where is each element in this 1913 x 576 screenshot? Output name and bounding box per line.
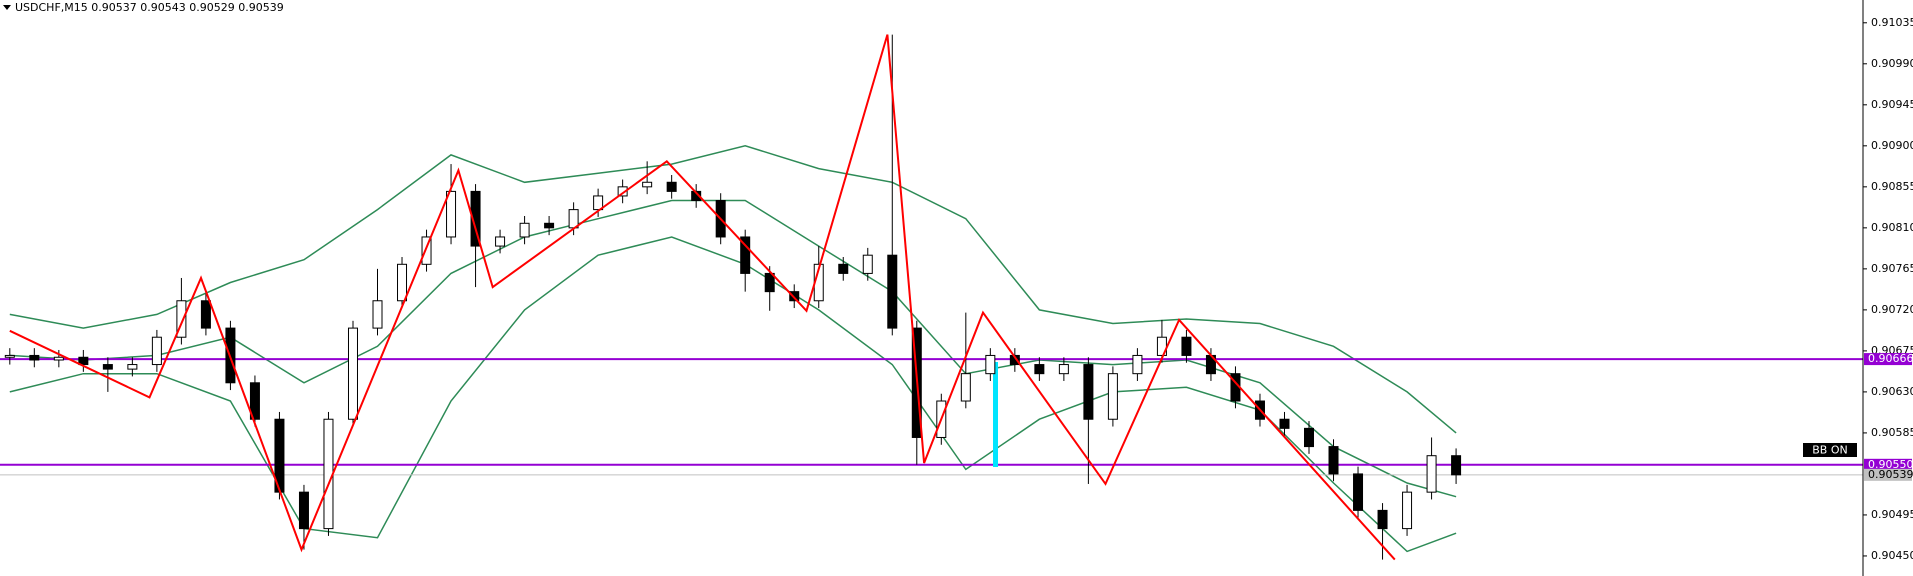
candle-body [323, 418, 334, 530]
annotation: BB ON [1812, 444, 1847, 457]
price-label: 0.90666 [1868, 352, 1913, 365]
candle-body [53, 356, 64, 361]
y-tick-label: 0.90630 [1871, 385, 1913, 398]
y-tick-label: 0.90990 [1871, 57, 1913, 70]
candle-body [347, 327, 358, 420]
candle-body [495, 236, 506, 247]
annotation-box [1803, 443, 1857, 457]
candle-body [372, 300, 383, 329]
candle-body [887, 254, 898, 329]
candle-body [642, 181, 653, 188]
candle-body [1304, 427, 1315, 448]
zigzag-layer [9, 34, 1396, 561]
bollinger-band [9, 145, 1457, 434]
candle-body [838, 263, 849, 274]
candle-body [960, 373, 971, 402]
y-tick-label: 0.90900 [1871, 139, 1913, 152]
candle-body [1426, 455, 1437, 493]
candle-body [666, 181, 677, 192]
price-axis: 0.91035 0.90990 0.90945 0.90900 0.90855 0.908… [1863, 16, 1913, 562]
price-label: 0.90550 [1868, 458, 1913, 471]
y-tick-label: 0.91035 [1871, 16, 1913, 29]
candle-body [78, 356, 89, 366]
y-tick-label: 0.90810 [1871, 221, 1913, 234]
y-tick-label: 0.90945 [1871, 98, 1913, 111]
y-tick-label: 0.90450 [1871, 549, 1913, 562]
candle-body [176, 300, 187, 338]
candle-body [1107, 373, 1118, 420]
candle-body [1034, 364, 1045, 375]
y-tick-label: 0.90855 [1871, 180, 1913, 193]
signal-bar [993, 362, 998, 467]
price-label: 0.90539 [1868, 468, 1913, 481]
candle-body [421, 236, 432, 265]
candle-body [764, 272, 775, 293]
candle-body [1279, 418, 1290, 429]
candle-body [200, 300, 211, 329]
candle-body [1402, 491, 1413, 530]
candle-body [470, 190, 481, 247]
candle-body [1328, 446, 1339, 475]
candle-layer [4, 34, 1462, 560]
price-label-box [1864, 468, 1912, 481]
candle-body [249, 382, 260, 420]
candle-body [1181, 336, 1192, 356]
candle-body [397, 263, 408, 302]
candle-body [1353, 473, 1364, 511]
y-tick-label: 0.90720 [1871, 303, 1913, 316]
candle-body [151, 336, 162, 366]
candle-body [1377, 509, 1388, 530]
level-layer [0, 358, 1863, 476]
candle-body [4, 354, 15, 358]
candle-body [1083, 364, 1094, 420]
y-tick-label: 0.90765 [1871, 262, 1913, 275]
candle-body [617, 186, 628, 197]
candle-body [298, 491, 309, 530]
candle-body [1058, 364, 1069, 375]
candle-body [446, 190, 457, 238]
candle-body [568, 209, 579, 229]
zigzag-line [9, 34, 1396, 561]
candle-body [544, 222, 555, 229]
candle-body [102, 364, 113, 370]
candle-body [127, 364, 138, 370]
price-label-box [1864, 458, 1912, 471]
price-label-box [1864, 353, 1912, 366]
y-tick-label: 0.90495 [1871, 508, 1913, 521]
candle-body [985, 354, 996, 375]
collapse-icon[interactable] [3, 5, 11, 10]
chart-title: USDCHF,M15 0.90537 0.90543 0.90529 0.905… [15, 1, 284, 14]
candle-body [593, 195, 604, 211]
y-tick-label: 0.90585 [1871, 426, 1913, 439]
candle-body [519, 222, 530, 238]
candle-body [1451, 455, 1462, 476]
candle-body [29, 354, 40, 361]
candle-body [1132, 354, 1143, 375]
candle-body [740, 236, 751, 274]
candle-body [862, 254, 873, 274]
